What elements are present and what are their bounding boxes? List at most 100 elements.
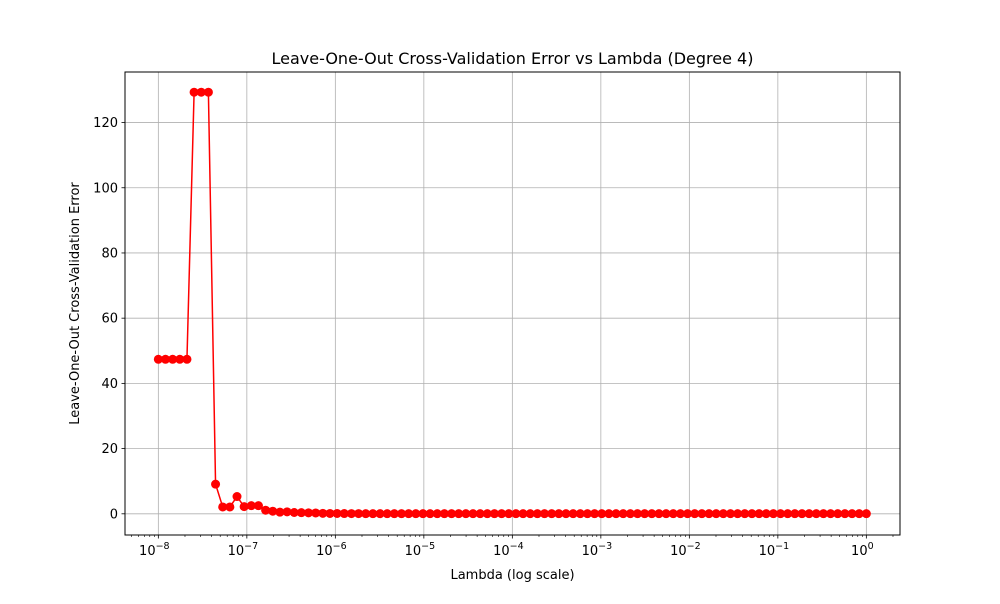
series-layer — [153, 87, 871, 519]
x-axis-label: Lambda (log scale) — [450, 568, 574, 583]
data-point — [203, 87, 213, 97]
data-point — [268, 506, 278, 516]
data-point — [654, 509, 664, 519]
data-point — [296, 508, 306, 518]
data-point — [618, 509, 628, 519]
data-point — [160, 354, 170, 364]
data-point — [811, 509, 821, 519]
x-tick-base: 10 — [582, 544, 599, 559]
data-point — [776, 509, 786, 519]
data-point — [497, 509, 507, 519]
data-point — [246, 501, 256, 511]
data-point — [597, 509, 607, 519]
data-point — [733, 509, 743, 519]
x-axis: 10−8 10−7 10−6 10−5 10−4 10−3 10−2 10−1 100 — [131, 535, 894, 559]
data-point — [225, 502, 235, 512]
data-point — [818, 509, 828, 519]
data-point — [747, 509, 757, 519]
x-tick-exponent: −7 — [244, 541, 258, 552]
y-tick-label: 60 — [101, 312, 118, 327]
data-point — [346, 509, 356, 519]
data-point — [468, 509, 478, 519]
x-tick-base: 10 — [759, 544, 776, 559]
data-point — [668, 509, 678, 519]
x-tick-label: 10−7 — [228, 541, 259, 559]
y-tick-label: 40 — [101, 377, 118, 392]
data-point — [675, 509, 685, 519]
grid-lines — [125, 72, 900, 535]
data-point — [189, 87, 199, 97]
data-point — [196, 87, 206, 97]
data-point — [339, 509, 349, 519]
x-tick-label: 10−6 — [316, 541, 347, 559]
data-point — [368, 509, 378, 519]
x-tick-label: 100 — [851, 541, 874, 559]
data-point — [826, 509, 836, 519]
data-point — [289, 508, 299, 517]
x-tick-exponent: −6 — [333, 541, 347, 552]
data-point — [418, 509, 428, 519]
data-point — [439, 509, 449, 519]
data-point — [683, 509, 693, 519]
data-point — [153, 354, 163, 364]
y-tick-label: 100 — [93, 181, 118, 196]
x-tick-exponent: −2 — [687, 541, 701, 552]
y-axis-label: Leave-One-Out Cross-Validation Error — [68, 182, 83, 425]
data-point — [768, 509, 778, 519]
data-point — [447, 509, 457, 519]
data-point — [482, 509, 492, 519]
x-tick-base: 10 — [228, 544, 245, 559]
data-point — [325, 508, 335, 518]
data-point — [318, 508, 328, 518]
x-tick-base: 10 — [139, 544, 156, 559]
data-point — [540, 509, 550, 519]
data-point — [840, 509, 850, 519]
data-point — [590, 509, 600, 519]
data-point — [554, 509, 564, 519]
data-point — [790, 509, 800, 519]
chart-title: Leave-One-Out Cross-Validation Error vs … — [272, 49, 754, 68]
data-point — [397, 509, 406, 519]
data-point — [218, 502, 228, 512]
x-tick-label: 10−1 — [759, 541, 790, 559]
data-point — [854, 509, 864, 519]
data-point — [604, 509, 614, 519]
data-point — [575, 509, 585, 519]
x-tick-base: 10 — [851, 544, 868, 559]
data-point — [833, 509, 843, 519]
data-point — [489, 509, 499, 519]
data-point — [211, 479, 221, 489]
data-point — [582, 509, 592, 519]
data-point — [661, 509, 671, 519]
data-point — [232, 492, 242, 502]
x-tick-label: 10−4 — [493, 541, 524, 559]
data-point — [375, 509, 385, 519]
x-tick-base: 10 — [405, 544, 422, 559]
data-point — [704, 509, 714, 519]
data-point — [697, 509, 707, 519]
y-axis: 0 20 40 60 80 100 120 — [93, 116, 125, 522]
data-point — [568, 509, 578, 519]
data-point — [168, 354, 178, 364]
x-tick-exponent: −8 — [156, 541, 170, 552]
data-point — [425, 509, 435, 519]
data-point — [797, 509, 807, 519]
data-point — [611, 509, 621, 519]
data-point — [532, 509, 542, 519]
data-point — [411, 509, 421, 519]
data-point — [761, 509, 771, 519]
data-point — [754, 509, 764, 519]
data-point — [861, 509, 871, 519]
data-point — [518, 509, 528, 519]
data-point — [525, 509, 535, 519]
x-tick-base: 10 — [493, 544, 510, 559]
x-tick-exponent: −5 — [421, 541, 435, 552]
data-point — [275, 507, 285, 517]
data-point — [690, 509, 700, 519]
x-tick-label: 10−2 — [670, 541, 701, 559]
data-point — [454, 509, 464, 519]
data-point — [432, 509, 442, 519]
data-point — [718, 509, 728, 519]
